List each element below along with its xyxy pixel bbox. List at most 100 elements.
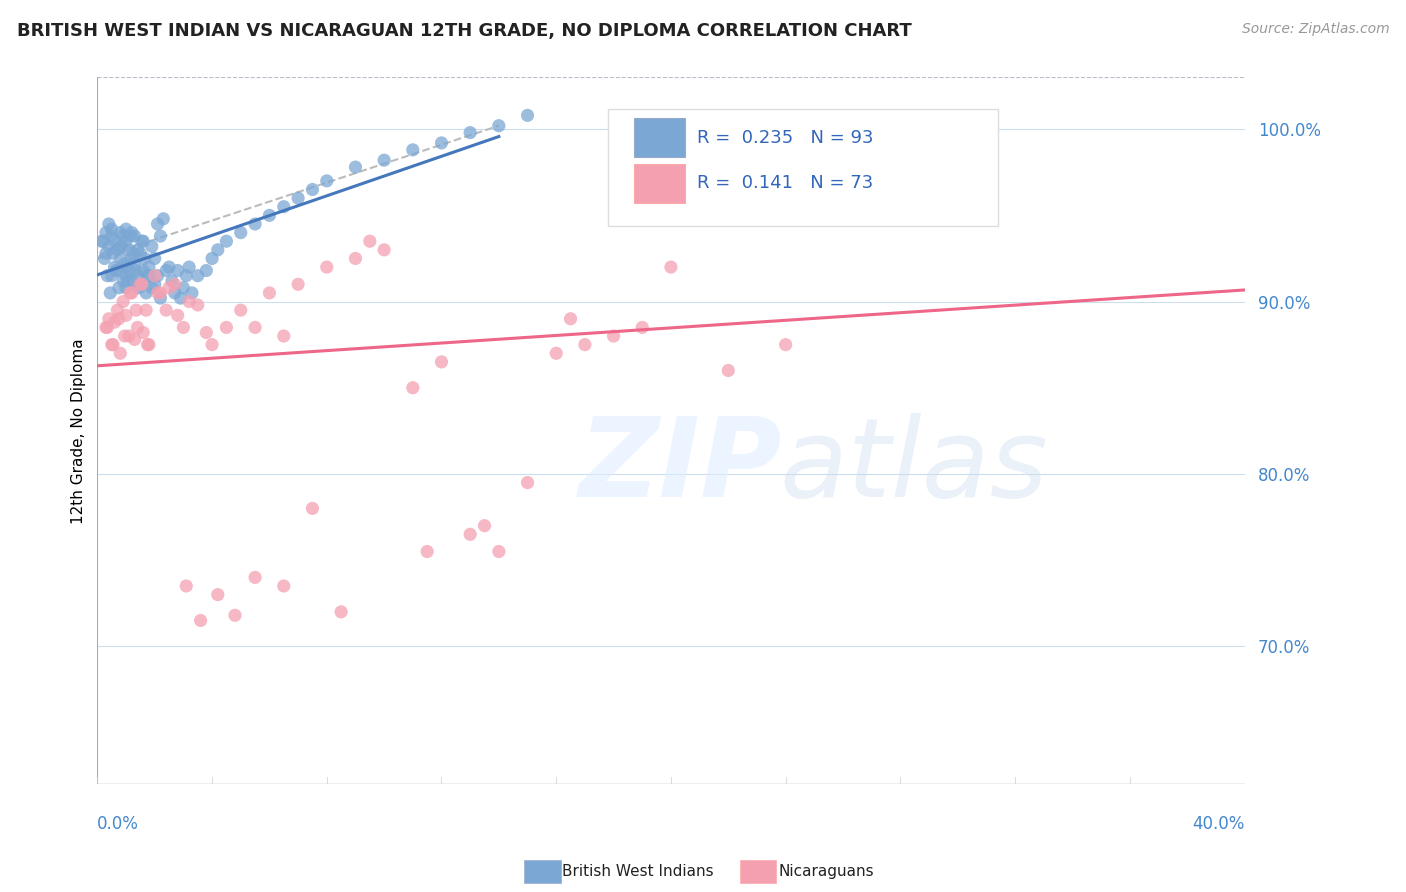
Point xyxy=(273,329,295,343)
Text: BRITISH WEST INDIAN VS NICARAGUAN 12TH GRADE, NO DIPLOMA CORRELATION CHART: BRITISH WEST INDIAN VS NICARAGUAN 12TH G… xyxy=(17,22,911,40)
Point xyxy=(118,243,141,257)
Point xyxy=(132,234,155,248)
Point xyxy=(301,182,323,196)
Text: Source: ZipAtlas.com: Source: ZipAtlas.com xyxy=(1241,22,1389,37)
Point xyxy=(488,544,510,558)
Point xyxy=(136,337,159,351)
Point xyxy=(201,337,224,351)
Point xyxy=(166,309,188,323)
Point xyxy=(946,191,969,205)
Point xyxy=(373,153,395,168)
Point xyxy=(195,326,218,340)
Point xyxy=(717,363,740,377)
Point xyxy=(108,311,131,326)
Point xyxy=(121,226,143,240)
Point xyxy=(127,268,149,283)
Point xyxy=(124,229,146,244)
Point xyxy=(775,337,797,351)
Point xyxy=(125,303,148,318)
Point xyxy=(273,200,295,214)
Point xyxy=(91,234,114,248)
Point xyxy=(187,268,209,283)
Point xyxy=(143,277,166,292)
Point xyxy=(160,274,183,288)
Point xyxy=(146,217,169,231)
Point xyxy=(132,326,155,340)
Point xyxy=(229,303,252,318)
Point xyxy=(174,268,197,283)
Point xyxy=(163,277,186,292)
Point xyxy=(143,252,166,266)
Point xyxy=(115,268,138,283)
Point xyxy=(259,208,281,222)
Point xyxy=(118,329,141,343)
Point xyxy=(110,346,132,360)
Point xyxy=(344,160,367,174)
Point xyxy=(201,252,224,266)
Point xyxy=(149,285,172,300)
Point xyxy=(129,277,152,292)
Point xyxy=(94,226,117,240)
Point xyxy=(659,260,682,274)
Point xyxy=(138,337,160,351)
Point xyxy=(259,285,281,300)
Point xyxy=(190,614,212,628)
Point xyxy=(157,260,180,274)
Point xyxy=(112,274,135,288)
Point xyxy=(141,281,163,295)
Point xyxy=(104,263,127,277)
Point xyxy=(172,281,194,295)
Point xyxy=(120,285,142,300)
Point xyxy=(103,260,125,274)
Point xyxy=(129,277,152,292)
Point xyxy=(107,243,129,257)
Point xyxy=(155,303,177,318)
Text: atlas: atlas xyxy=(780,413,1049,520)
Point xyxy=(560,311,582,326)
Point xyxy=(315,174,337,188)
Point xyxy=(96,320,118,334)
Point xyxy=(157,281,180,295)
Point xyxy=(129,246,152,260)
Point xyxy=(115,281,138,295)
Point xyxy=(125,263,148,277)
Point xyxy=(111,239,134,253)
Point xyxy=(136,268,159,283)
Point xyxy=(110,226,132,240)
Point xyxy=(803,208,825,222)
Point xyxy=(107,303,129,318)
Point xyxy=(163,285,186,300)
Point xyxy=(832,113,855,128)
Point xyxy=(155,263,177,277)
Point xyxy=(97,217,120,231)
Point xyxy=(108,281,131,295)
Point xyxy=(103,234,125,248)
Point xyxy=(143,268,166,283)
Point xyxy=(97,239,120,253)
Point xyxy=(287,277,309,292)
Point xyxy=(114,257,136,271)
Point xyxy=(107,263,129,277)
Point xyxy=(149,291,172,305)
FancyBboxPatch shape xyxy=(634,119,685,157)
Point xyxy=(132,263,155,277)
Point xyxy=(146,285,169,300)
Point xyxy=(315,260,337,274)
Y-axis label: 12th Grade, No Diploma: 12th Grade, No Diploma xyxy=(72,338,86,524)
Point xyxy=(114,329,136,343)
Point xyxy=(100,222,122,236)
Point xyxy=(127,320,149,334)
Point xyxy=(96,268,118,283)
Point xyxy=(243,570,266,584)
Point xyxy=(101,337,124,351)
Point xyxy=(207,588,229,602)
Point xyxy=(97,311,120,326)
Point xyxy=(416,544,439,558)
Point xyxy=(179,260,201,274)
Point xyxy=(574,337,596,351)
Point xyxy=(402,381,425,395)
Point xyxy=(121,274,143,288)
Point xyxy=(115,309,138,323)
Point xyxy=(115,234,138,248)
Point xyxy=(207,243,229,257)
